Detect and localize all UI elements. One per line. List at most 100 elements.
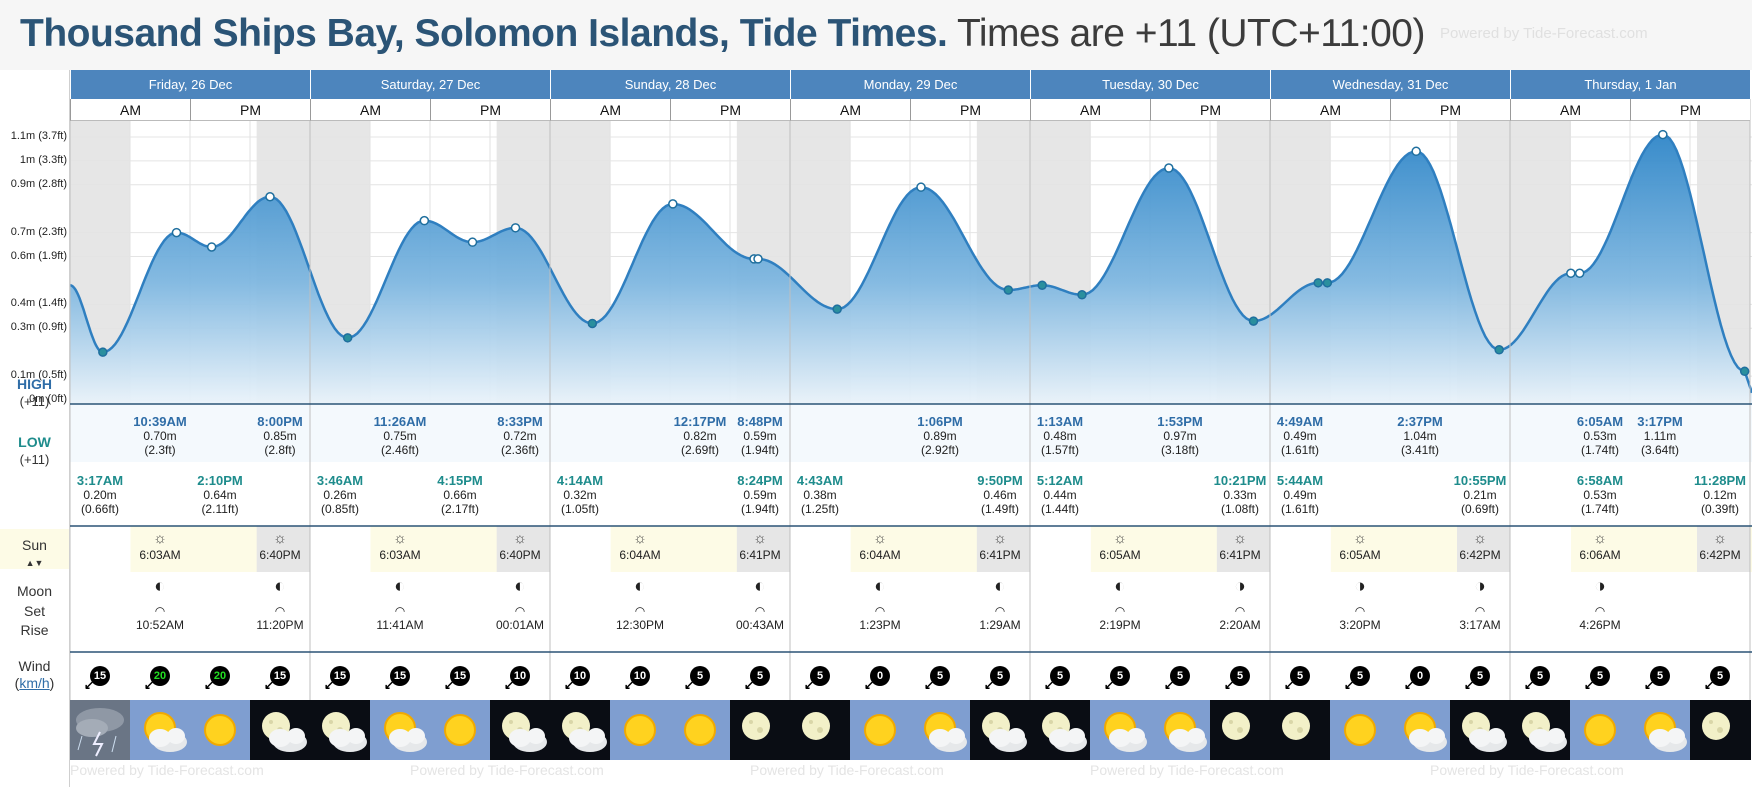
wind-direction-icon: ↙ xyxy=(864,678,875,692)
low-tide-cell-meters: 0.59m xyxy=(743,488,777,502)
weather-moon-cloud-icon xyxy=(1030,700,1091,760)
sunrise-icon: ☼ xyxy=(153,530,167,547)
night-shade xyxy=(1457,121,1510,404)
day-header[interactable]: Friday, 26 Dec xyxy=(70,70,310,99)
wind-direction-icon: ↙ xyxy=(1104,678,1115,692)
tide-extreme-point xyxy=(916,182,926,192)
wind-speed-badge: 5 xyxy=(1710,666,1730,686)
low-tide-cell-feet: (2.17ft) xyxy=(440,502,479,516)
wind-speed-badge: 15 xyxy=(450,666,470,686)
low-tide-cell-feet: (0.69ft) xyxy=(1460,502,1499,516)
sort-toggle-icon[interactable]: ▲▼ xyxy=(25,558,44,568)
day-header[interactable]: Monday, 29 Dec xyxy=(790,70,1030,99)
low-tide-cell: 6:58AM 0.53m (1.74ft) xyxy=(1570,474,1630,517)
low-tide-cell-feet: (1.25ft) xyxy=(800,502,839,516)
wind-direction-icon: ↙ xyxy=(1044,678,1055,692)
wind-speed-badge: 10 xyxy=(630,666,650,686)
pm-header: PM xyxy=(670,99,790,121)
high-tide-cell-time: 1:13AM xyxy=(1036,414,1084,429)
sunrise-time: 6:06AM xyxy=(1579,548,1621,562)
low-tide-cell: 8:24PM 0.59m (1.94ft) xyxy=(730,474,790,517)
sunrise-cell: ☼ 6:04AM xyxy=(850,530,910,562)
day-header[interactable]: Wednesday, 31 Dec xyxy=(1270,70,1510,99)
weather-sun-cloud-icon xyxy=(1150,700,1211,760)
pm-header: PM xyxy=(1390,99,1510,121)
low-tide-cell-meters: 0.20m xyxy=(83,488,117,502)
high-tide-cell-feet: (1.74ft) xyxy=(1580,443,1619,457)
moon-time: 00:01AM xyxy=(495,618,545,632)
moon-cell: ◑ ◠ 3:20PM xyxy=(1330,576,1390,632)
moon-cell: ◐ ◠ 2:19PM xyxy=(1090,576,1150,632)
low-tide-cell-feet: (0.85ft) xyxy=(320,502,359,516)
tide-extreme-point xyxy=(419,215,430,226)
low-tide-cell-time: 5:12AM xyxy=(1036,473,1084,488)
moon-cell: ◐ ◠ 00:01AM xyxy=(490,576,550,632)
tide-extreme-point xyxy=(1566,268,1576,279)
weather-sun-cloud-icon xyxy=(1390,700,1451,760)
high-tide-cell-feet: (1.61ft) xyxy=(1280,443,1319,457)
low-tide-cell-feet: (1.49ft) xyxy=(980,502,1019,516)
low-tide-cell-time: 4:43AM xyxy=(796,473,844,488)
moon-phase-icon: ◐ xyxy=(154,576,166,597)
moon-phase-icon: ◐ xyxy=(394,576,406,597)
sunset-cell: ☼ 6:41PM xyxy=(970,530,1030,562)
moonrise-icon: ◠ xyxy=(994,604,1006,618)
low-tide-cell-time: 4:14AM xyxy=(556,473,604,488)
wind-direction-icon: ↙ xyxy=(624,678,635,692)
night-shade xyxy=(256,121,310,404)
y-axis-label: 0.6m (1.9ft) xyxy=(10,249,67,262)
wind-speed-badge: 5 xyxy=(1110,666,1130,686)
high-tide-cell-meters: 0.49m xyxy=(1283,429,1317,443)
low-tide-cell: 5:12AM 0.44m (1.44ft) xyxy=(1030,473,1090,517)
tide-extreme-point xyxy=(753,254,763,264)
night-shade xyxy=(310,121,371,404)
weather-sun-cloud-icon xyxy=(130,700,191,760)
high-tide-cell-meters: 0.97m xyxy=(1163,429,1197,443)
high-tide-cell-time: 1:53PM xyxy=(1157,414,1203,429)
wind-speed-badge: 10 xyxy=(510,666,530,686)
row-labels-column: 1.1m (3.7ft) 1m (3.3ft) 0.9m (2.8ft) 0.7m (… xyxy=(0,70,70,787)
low-tide-cell-feet: (1.94ft) xyxy=(740,502,779,516)
low-tide-cell-feet: (1.08ft) xyxy=(1220,502,1259,516)
weather-moon-icon xyxy=(790,700,851,760)
sunrise-time: 6:05AM xyxy=(1099,548,1141,562)
low-tide-cell-feet: (0.39ft) xyxy=(1700,502,1739,516)
page-title: Thousand Ships Bay, Solomon Islands, Tid… xyxy=(20,12,1425,56)
sunrise-cell: ☼ 6:04AM xyxy=(610,530,670,562)
weather-sun-cloud-icon xyxy=(910,700,971,760)
moon-time: 4:26PM xyxy=(1579,618,1621,632)
sunrise-icon: ☼ xyxy=(1593,530,1607,547)
day-header[interactable]: Thursday, 1 Jan xyxy=(1510,70,1750,99)
day-header[interactable]: Saturday, 27 Dec xyxy=(310,70,550,99)
high-tide-cell: 10:39AM 0.70m (2.3ft) xyxy=(130,415,190,458)
high-tide-cell: 1:53PM 0.97m (3.18ft) xyxy=(1150,414,1210,458)
sun-predawn xyxy=(1270,526,1331,572)
tide-extreme-point xyxy=(1003,285,1014,295)
day-header[interactable]: Sunday, 28 Dec xyxy=(550,70,790,99)
sun-label[interactable]: Sun ▲▼ xyxy=(0,529,69,569)
am-header: AM xyxy=(1510,99,1630,121)
day-header[interactable]: Tuesday, 30 Dec xyxy=(1030,70,1270,99)
wind-unit-link[interactable]: km/h xyxy=(19,675,50,691)
wind-direction-icon: ↙ xyxy=(324,678,335,692)
low-tide-cell: 9:50PM 0.46m (1.49ft) xyxy=(970,473,1030,517)
low-tide-cell-feet: (0.66ft) xyxy=(80,502,119,516)
low-tide-cell-time: 10:21PM xyxy=(1213,473,1267,488)
low-tide-cell: 10:21PM 0.33m (1.08ft) xyxy=(1210,473,1270,517)
sunset-cell: ☼ 6:42PM xyxy=(1450,530,1510,562)
moon-phase-icon: ◐ xyxy=(274,576,286,597)
y-axis-label: 0.9m (2.8ft) xyxy=(10,177,67,190)
low-tide-cell-feet: (1.74ft) xyxy=(1580,502,1619,516)
weather-moon-cloud-icon xyxy=(310,700,371,760)
wind-speed-badge: 5 xyxy=(1170,666,1190,686)
high-tide-cell-meters: 0.89m xyxy=(923,429,957,443)
low-tide-cell-meters: 0.44m xyxy=(1043,488,1077,502)
low-tide-cell-time: 9:50PM xyxy=(977,473,1023,488)
high-label: HIGH xyxy=(17,376,52,392)
moon-time: 10:52AM xyxy=(135,618,185,632)
moon-cell: ◑ ◠ 4:26PM xyxy=(1570,576,1630,632)
high-tide-cell-time: 8:33PM xyxy=(497,414,543,429)
weather-moon-icon xyxy=(1690,700,1751,760)
high-tide-cell-meters: 0.59m xyxy=(743,429,777,443)
moon-cell: ◐ ◠ 11:41AM xyxy=(370,576,430,632)
